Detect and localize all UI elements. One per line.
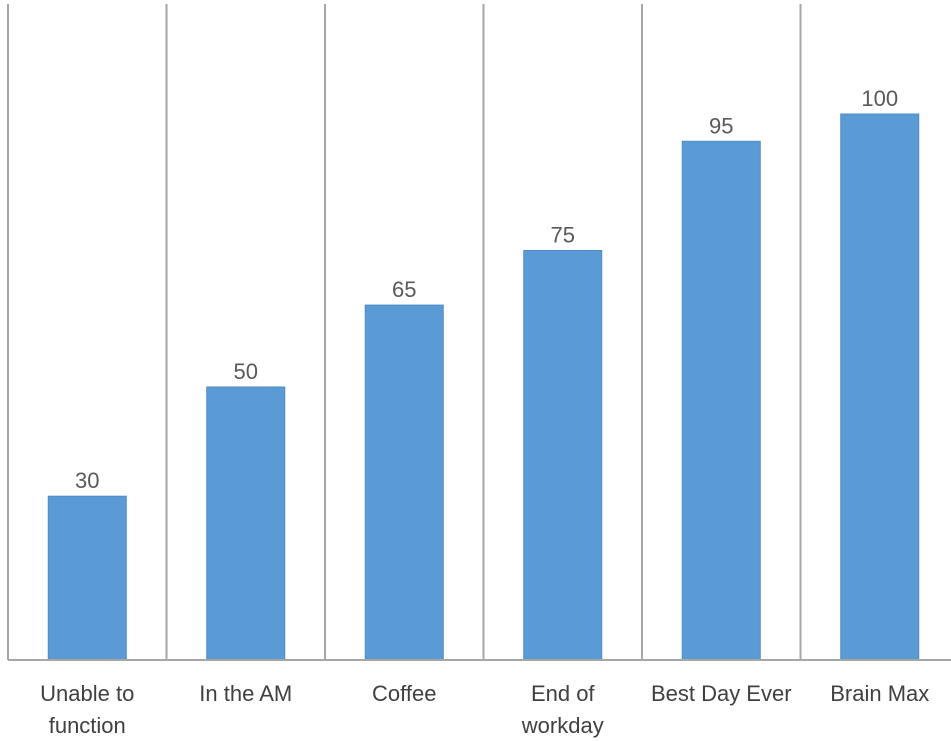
bar-4 [523,250,603,661]
category-label-2: In the AM [199,681,292,706]
category-label-line: In the AM [199,681,292,706]
category-label-5: Best Day Ever [651,681,792,706]
bar-2 [206,386,286,661]
gridlines [7,4,802,660]
category-label-6: Brain Max [830,681,929,706]
category-label-line: Coffee [372,681,436,706]
data-labels: 30 50 65 75 95 100 [75,86,898,493]
bar-3 [364,304,444,661]
category-label-line: function [49,713,126,738]
category-label-line: Brain Max [830,681,929,706]
bar-6 [840,113,920,661]
category-label-1: Unable to function [40,681,134,738]
data-label-4: 75 [551,223,575,248]
category-label-3: Coffee [372,681,436,706]
bar-5 [681,140,761,661]
data-label-5: 95 [709,113,733,138]
category-label-line: Unable to [40,681,134,706]
category-label-4: End of workday [521,681,604,738]
data-label-1: 30 [75,468,99,493]
data-label-2: 50 [234,359,258,384]
category-label-line: End of [531,681,595,706]
bar-1 [47,495,127,661]
category-label-line: Best Day Ever [651,681,792,706]
data-label-6: 100 [861,86,898,111]
data-label-3: 65 [392,277,416,302]
category-labels: Unable to function In the AM Coffee End of wo… [40,681,929,738]
category-label-line: workday [521,713,604,738]
bars [47,113,920,661]
